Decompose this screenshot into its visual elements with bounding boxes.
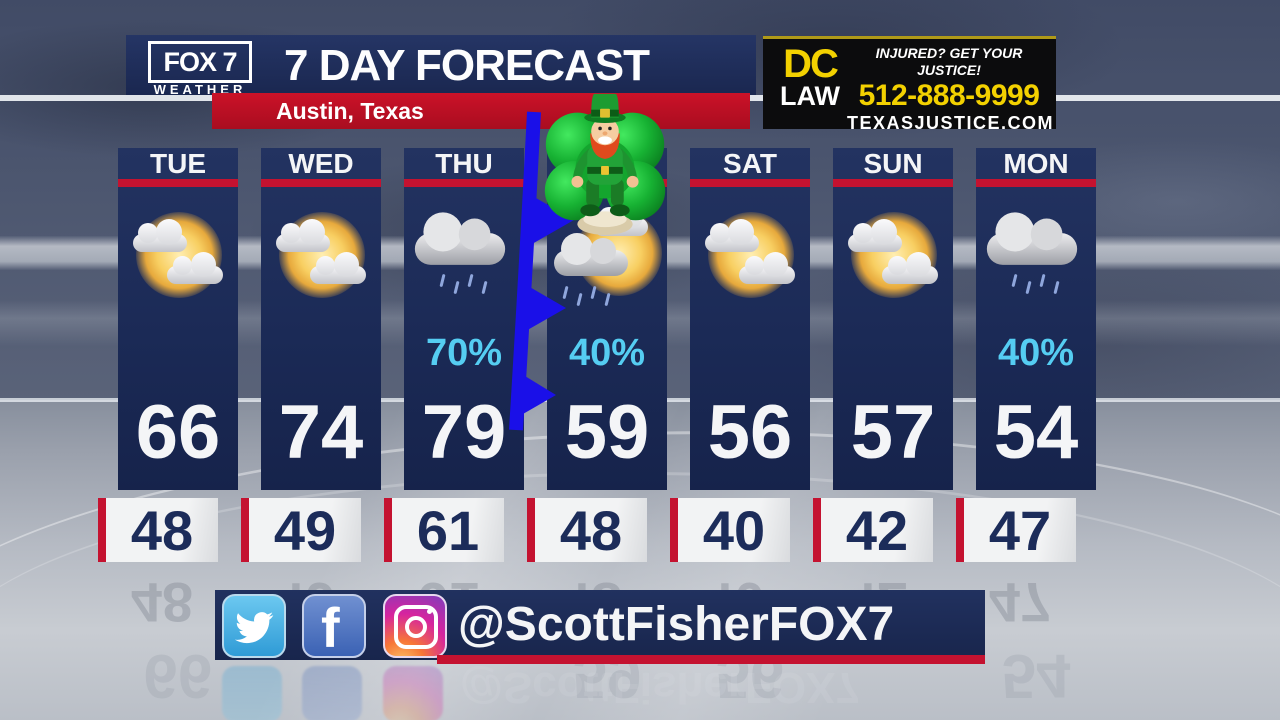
day-label: MON [1003,148,1069,179]
low-temp: 40 [702,499,766,562]
title-banner: FOX 7 WEATHER 7 DAY FORECAST [126,35,756,97]
high-temp: 57 [850,390,936,475]
high-temp: 66 [135,390,221,475]
low-reflection: 48 [130,571,194,634]
partly-cloudy-icon [695,206,805,324]
location-strip: Austin, Texas [212,93,750,129]
precip-chance: 70% [425,332,503,374]
low-box-red-bar [527,498,535,562]
forecast-column-mon: MON 40% 54 [976,148,1096,490]
sponsor-logo-dc: DC [783,42,839,86]
low-temp: 48 [130,499,194,562]
day-underline [833,179,953,187]
low-box-red-bar [384,498,392,562]
twitter-icon [222,594,286,658]
sponsor-website: TEXASJUSTICE.COM [847,113,1055,133]
location-label: Austin, Texas [276,98,424,124]
twitter-icon-reflection [222,666,282,720]
forecast-column-wed: WED 74 [261,148,381,490]
day-label: SAT [723,148,777,179]
day-label: WED [288,148,354,179]
low-temp-box: 48 [527,498,647,562]
instagram-icon-reflection [383,666,443,720]
low-box-red-bar [670,498,678,562]
low-temp: 49 [273,499,337,562]
low-box-red-bar [813,498,821,562]
forecast-column-sat: SAT 56 [690,148,810,490]
low-box-red-bar [956,498,964,562]
precip-chance: 40% [568,332,646,374]
facebook-icon: f [302,594,366,658]
sponsor-tagline: INJURED? GET YOUR JUSTICE! [875,45,1023,78]
high-temp: 54 [993,390,1079,475]
low-temp: 61 [416,499,480,562]
low-box-red-bar [241,498,249,562]
sponsor-logo-law: LAW [780,81,840,111]
forecast-column-sun: SUN 57 [833,148,953,490]
sponsor-phone: 512-888-9999 [858,79,1040,112]
low-box-red-bar [98,498,106,562]
low-temp-box: 42 [813,498,933,562]
facebook-icon-reflection [302,666,362,720]
sponsor-details: INJURED? GET YOUR JUSTICE! 512-888-9999 … [847,45,1055,134]
low-temp-box: 61 [384,498,504,562]
day-underline [118,179,238,187]
rain-icon [981,206,1091,324]
low-temp-box: 40 [670,498,790,562]
page-title: 7 DAY FORECAST [284,41,650,90]
social-handle-reflection: @ScottFisherFOX7 [460,663,860,712]
partly-cloudy-icon [123,206,233,324]
forecast-column-thu: THU 70% 79 [404,148,524,490]
high-temp: 79 [421,390,507,475]
low-temp-box: 48 [98,498,218,562]
rain-icon [409,206,519,324]
low-temp-box: 47 [956,498,1076,562]
forecast-column-tue: TUE 66 [118,148,238,490]
high-temp: 56 [707,390,793,475]
partly-cloudy-icon [838,206,948,324]
leprechaun-clover-graphic [544,93,666,236]
day-underline [261,179,381,187]
social-handle: @ScottFisherFOX7 [458,598,895,651]
low-temp: 47 [988,499,1052,562]
sponsor-logo: DC LAW [775,42,845,111]
partly-cloudy-icon [266,206,376,324]
low-temp: 42 [845,499,909,562]
day-label: SUN [863,148,923,179]
precip-chance: 40% [997,332,1075,374]
sponsor-ad: DC LAW INJURED? GET YOUR JUSTICE! 512-88… [763,36,1056,133]
low-temp: 48 [559,499,623,562]
social-bar: f @ScottFisherFOX7 [215,590,985,660]
high-reflection: 54 [1001,641,1071,710]
social-bar-underline [437,655,985,664]
instagram-icon [383,594,447,658]
fox7-logo: FOX 7 [148,41,252,83]
high-temp: 74 [278,390,364,475]
day-label: THU [435,148,493,179]
high-temp: 59 [564,390,650,475]
day-label: TUE [150,148,206,179]
day-underline [976,179,1096,187]
low-temp-box: 49 [241,498,361,562]
day-underline [404,179,524,187]
cold-front-line [509,111,574,431]
day-underline [690,179,810,187]
